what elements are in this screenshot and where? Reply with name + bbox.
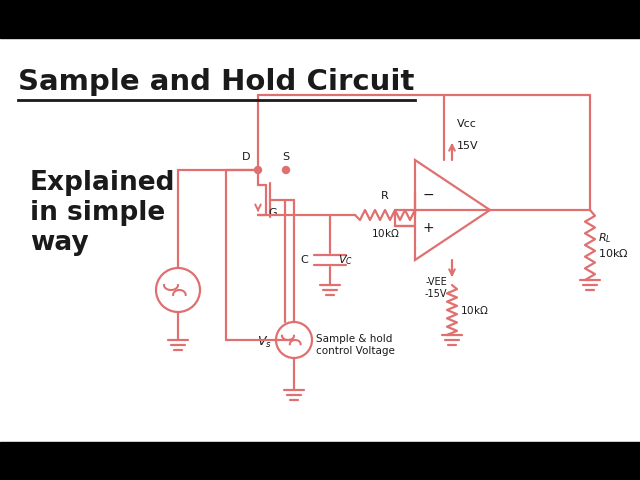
Bar [0, 0, 640, 38]
Text: S: S [282, 152, 289, 162]
Text: -VEE
-15V: -VEE -15V [424, 277, 447, 299]
Text: in simple: in simple [30, 200, 165, 226]
Text: $R_L$
10k$\Omega$: $R_L$ 10k$\Omega$ [598, 231, 628, 259]
Text: $V_s$: $V_s$ [257, 335, 272, 349]
Circle shape [255, 167, 262, 173]
Text: G: G [268, 208, 276, 218]
Text: +: + [423, 221, 435, 235]
Text: Explained: Explained [30, 170, 175, 196]
Text: Vcc: Vcc [457, 119, 477, 129]
Text: R: R [381, 191, 389, 201]
Text: 15V: 15V [457, 141, 479, 151]
Bar [0, 442, 640, 480]
Text: −: − [423, 188, 435, 202]
Text: way: way [30, 230, 89, 256]
Text: $V_C$: $V_C$ [338, 253, 353, 267]
Circle shape [282, 167, 289, 173]
Text: 10k$\Omega$: 10k$\Omega$ [460, 304, 489, 316]
Text: 10k$\Omega$: 10k$\Omega$ [371, 227, 399, 239]
Text: D: D [242, 152, 250, 162]
Text: C: C [300, 255, 308, 265]
Text: Sample & hold
control Voltage: Sample & hold control Voltage [316, 334, 395, 356]
Text: Sample and Hold Circuit: Sample and Hold Circuit [18, 68, 414, 96]
